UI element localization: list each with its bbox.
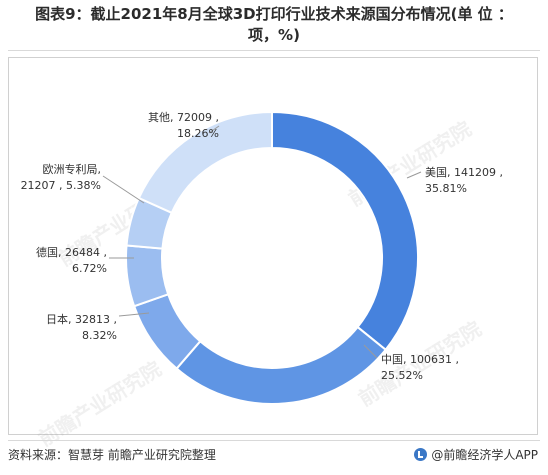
slice-label-4-line2: 21207 , 5.38% — [21, 179, 101, 192]
chart-frame: 前瞻产业研究院 前瞻产业研究院 前瞻产业研究院 前瞻产业研究院 美国, 1412… — [8, 57, 538, 451]
source-note: 资料来源：智慧芽 前瞻产业研究院整理 — [8, 448, 216, 462]
slice-label-2-line1: 日本, 32813 , — [46, 312, 117, 326]
slice-label-3-line1: 德国, 26484 , — [36, 245, 107, 259]
slice-label-4-line1: 欧洲专利局, — [43, 162, 102, 176]
leader-line-5 — [208, 125, 220, 134]
slice-label-1-line2: 25.52% — [381, 369, 423, 382]
brand-text: @前瞻经济学人APP — [431, 448, 538, 462]
donut-slice-1 — [175, 325, 388, 405]
donut-slice-3 — [125, 244, 170, 308]
brand-credit: @前瞻经济学人APP — [414, 446, 538, 463]
top-divider — [8, 50, 540, 51]
slice-label-1-line1: 中国, 100631 , — [381, 353, 459, 366]
donut-chart: 美国, 141209 , 35.81% 中国, 100631 , 25.52% 日本, … — [21, 110, 503, 405]
leader-line-4 — [102, 175, 145, 204]
slice-label-0-line1: 美国, 141209 , — [425, 166, 503, 179]
slice-label-2-line2: 8.32% — [82, 329, 117, 342]
brand-logo-icon — [414, 448, 428, 461]
leader-line-2 — [118, 312, 150, 317]
donut-slice-0 — [271, 110, 419, 352]
chart-title: 图表9：截止2021年8月全球3D打印行业技术来源国分布情况(单 位 ： 项，%… — [0, 4, 548, 46]
donut-slice-5 — [137, 110, 273, 215]
leader-line-0 — [406, 171, 422, 179]
bottom-divider — [8, 440, 540, 441]
chart-title-line2: 项，%) — [248, 26, 300, 44]
chart-title-line1: 图表9：截止2021年8月全球3D打印行业技术来源国分布情况(单 位 ： — [35, 5, 513, 23]
leader-line-1 — [363, 344, 378, 359]
slice-label-0-line2: 35.81% — [425, 182, 467, 195]
slice-label-5-line2: 18.26% — [177, 127, 219, 140]
slice-label-5-line1: 其他, 72009 , — [148, 111, 219, 124]
slice-label-3-line2: 6.72% — [72, 262, 107, 275]
